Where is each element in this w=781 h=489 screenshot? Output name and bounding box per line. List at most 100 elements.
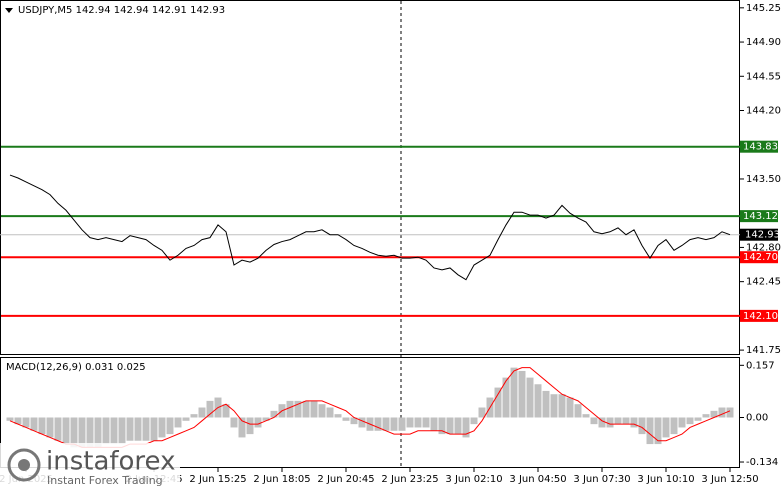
- histogram-bar: [206, 400, 214, 418]
- histogram-bar: [94, 417, 102, 448]
- y-tick-label: -0.134: [746, 457, 778, 468]
- x-tick-label: 3 Jun 07:30: [573, 474, 630, 485]
- histogram-bar: [406, 417, 414, 428]
- histogram-bar: [606, 417, 614, 428]
- histogram-bar: [158, 417, 166, 438]
- logo-icon: [7, 448, 41, 482]
- histogram-bar: [526, 377, 534, 418]
- histogram-bar: [518, 370, 526, 418]
- y-tick-label: 0.157: [746, 360, 775, 371]
- histogram-bar: [270, 410, 278, 418]
- y-tick-label: 145.25: [746, 3, 781, 14]
- histogram-bar: [654, 417, 662, 445]
- histogram-bar: [38, 417, 46, 435]
- histogram-bar: [302, 400, 310, 418]
- price-line: [9, 174, 731, 281]
- histogram-bar: [454, 417, 462, 435]
- histogram-bar: [630, 417, 638, 428]
- histogram-bar: [78, 417, 86, 448]
- histogram-bar: [30, 417, 38, 431]
- x-tick-label: 3 Jun 12:50: [701, 474, 758, 485]
- histogram-bar: [726, 407, 734, 418]
- histogram-bar: [46, 417, 54, 438]
- histogram-bar: [6, 417, 14, 421]
- x-tick-label: 2 Jun 20:45: [317, 474, 374, 485]
- last-price-box: [740, 228, 778, 241]
- histogram-bar: [22, 417, 30, 428]
- histogram-bar: [190, 414, 198, 418]
- histogram-bar: [262, 417, 270, 421]
- histogram-bar: [70, 417, 78, 448]
- macd-panel-border: [0, 357, 740, 468]
- histogram-bar: [238, 417, 246, 438]
- histogram-bar: [694, 417, 702, 421]
- histogram-bar: [470, 417, 478, 425]
- logo-icon-core: [18, 459, 30, 471]
- macd-title: MACD(12,26,9) 0.031 0.025: [6, 362, 146, 373]
- histogram-bar: [710, 410, 718, 418]
- histogram-bar: [350, 417, 358, 425]
- level-box: [740, 140, 778, 153]
- histogram-bar: [110, 417, 118, 445]
- x-tick-label: 3 Jun 10:10: [637, 474, 694, 485]
- histogram-bar: [494, 387, 502, 418]
- histogram-bar: [198, 407, 206, 418]
- y-tick-label: 144.20: [746, 106, 781, 117]
- y-tick-label: 144.55: [746, 71, 781, 82]
- histogram-bar: [414, 417, 422, 428]
- histogram-bar: [150, 417, 158, 441]
- histogram-bar: [502, 377, 510, 418]
- histogram-bar: [102, 417, 110, 445]
- x-tick-label: 2 Jun 18:05: [253, 474, 310, 485]
- histogram-bar: [718, 407, 726, 418]
- y-tick-label: 144.90: [746, 37, 781, 48]
- histogram-bar: [446, 417, 454, 435]
- level-box: [740, 309, 778, 322]
- x-tick-label: 2 Jun 15:25: [189, 474, 246, 485]
- histogram-bar: [390, 417, 398, 431]
- histogram-bar: [582, 414, 590, 418]
- x-tick-label: 3 Jun 02:10: [445, 474, 502, 485]
- y-tick-label: 0.00: [746, 412, 768, 423]
- histogram-bar: [230, 417, 238, 428]
- histogram-bar: [334, 414, 342, 418]
- histogram-bar: [14, 417, 22, 425]
- histogram-bar: [534, 384, 542, 418]
- histogram-bar: [134, 417, 142, 441]
- histogram-bar: [246, 417, 254, 435]
- logo-name: instaforex: [46, 447, 175, 477]
- dropdown-icon: [5, 8, 13, 13]
- histogram-bar: [678, 417, 686, 428]
- histogram-bar: [550, 394, 558, 418]
- histogram-bar: [326, 407, 334, 418]
- histogram-bar: [662, 417, 670, 438]
- histogram-bar: [574, 404, 582, 418]
- histogram-bar: [318, 404, 326, 418]
- histogram-bar: [614, 417, 622, 425]
- histogram-bar: [62, 417, 70, 445]
- last-price-label: 142.93: [745, 230, 780, 241]
- histogram-bar: [286, 400, 294, 418]
- histogram-bar: [310, 400, 318, 418]
- histogram-bar: [622, 417, 630, 425]
- histogram-bar: [398, 417, 406, 431]
- logo: instaforex Instant Forex Trading: [0, 443, 180, 489]
- histogram-bar: [174, 417, 182, 428]
- histogram-bar: [542, 390, 550, 418]
- histogram-bar: [222, 404, 230, 418]
- level-box: [740, 251, 778, 264]
- histogram-bar: [254, 417, 262, 428]
- histogram-bar: [342, 417, 350, 421]
- histogram-bar: [118, 417, 126, 445]
- histogram-bar: [374, 417, 382, 431]
- x-tick-label: 3 Jun 04:50: [509, 474, 566, 485]
- level-label: 142.70: [743, 252, 778, 263]
- histogram-bar: [54, 417, 62, 441]
- histogram-bar: [462, 417, 470, 438]
- histogram-bar: [294, 400, 302, 418]
- logo-tagline: Instant Forex Trading: [47, 474, 163, 487]
- histogram-bar: [422, 417, 430, 428]
- histogram-bar: [166, 417, 174, 435]
